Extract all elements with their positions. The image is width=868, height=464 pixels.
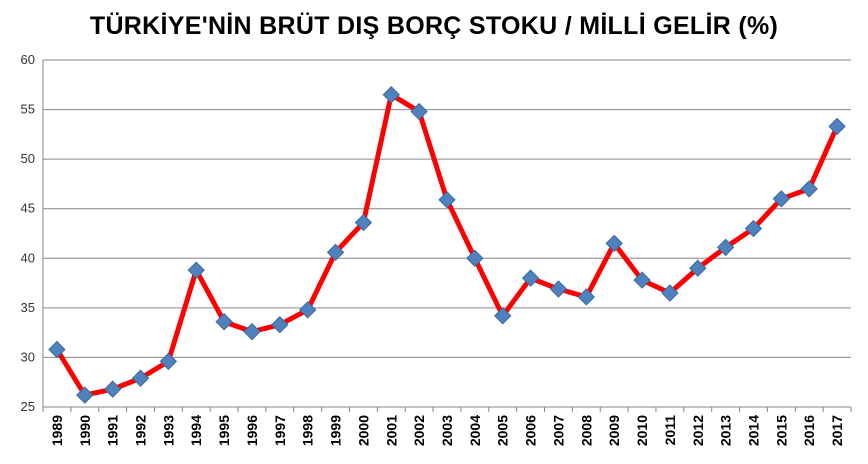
x-tick-label: 2007: [550, 415, 566, 446]
data-point: [828, 117, 846, 136]
data-point: [605, 234, 623, 253]
x-tick-label: 2010: [634, 415, 650, 446]
y-tick-label: 60: [21, 52, 35, 67]
data-point: [438, 191, 456, 209]
chart-title: TÜRKİYE'NİN BRÜT DIŞ BORÇ STOKU / MİLLİ …: [89, 12, 779, 40]
data-point: [689, 259, 707, 277]
x-tick-label: 2012: [690, 415, 706, 446]
data-point: [159, 352, 178, 371]
data-point: [48, 340, 66, 359]
data-point: [549, 280, 568, 298]
x-tick-label: 1989: [49, 415, 65, 446]
y-tick-label: 30: [21, 349, 35, 364]
data-point: [716, 238, 735, 257]
data-point: [633, 271, 651, 289]
data-point: [271, 316, 289, 334]
data-point: [103, 380, 122, 398]
x-tick-label: 2011: [662, 415, 678, 446]
data-point: [243, 322, 261, 341]
x-tick-label: 2014: [745, 415, 761, 446]
data-point: [326, 243, 345, 262]
data-point: [298, 301, 317, 319]
x-tick-label: 1992: [133, 415, 149, 446]
data-point: [521, 269, 540, 287]
data-point: [215, 313, 233, 331]
x-tick-label: 1995: [216, 415, 232, 446]
x-tick-label: 2009: [606, 415, 622, 446]
x-tick-label: 1991: [105, 415, 121, 446]
y-tick-label: 35: [21, 300, 35, 315]
y-tick-label: 50: [21, 151, 35, 166]
data-point: [744, 219, 763, 238]
x-tick-label: 2000: [355, 415, 371, 446]
x-tick-label: 1994: [188, 415, 204, 446]
y-tick-label: 25: [21, 399, 35, 414]
x-tick-label: 2008: [578, 415, 594, 446]
data-point: [410, 102, 428, 121]
y-tick-label: 40: [21, 250, 35, 265]
data-point: [800, 180, 818, 198]
x-tick-label: 2005: [495, 415, 511, 446]
data-point: [494, 307, 512, 325]
x-tick-label: 2015: [773, 415, 789, 446]
x-tick-label: 2016: [801, 415, 817, 446]
x-tick-label: 1996: [244, 415, 260, 446]
data-point: [131, 369, 150, 387]
x-tick-label: 1993: [160, 415, 176, 446]
data-point: [354, 213, 373, 232]
x-tick-label: 2004: [467, 415, 483, 446]
x-tick-label: 1990: [77, 415, 93, 446]
x-tick-label: 2001: [383, 415, 399, 446]
data-point: [577, 288, 596, 306]
x-tick-label: 2003: [439, 415, 455, 446]
x-tick-label: 2017: [829, 415, 845, 446]
x-tick-label: 2002: [411, 415, 427, 446]
y-tick-label: 45: [21, 201, 35, 216]
x-tick-label: 1998: [300, 415, 316, 446]
data-point: [466, 249, 484, 267]
x-tick-label: 2013: [718, 415, 734, 446]
data-point: [76, 386, 94, 404]
x-tick-label: 1999: [328, 415, 344, 446]
data-point: [382, 85, 400, 104]
data-point: [772, 190, 791, 208]
x-tick-label: 1997: [272, 415, 288, 446]
x-tick-label: 2006: [523, 415, 539, 446]
data-point: [661, 284, 679, 302]
data-point: [187, 261, 205, 279]
y-tick-label: 55: [21, 102, 35, 117]
